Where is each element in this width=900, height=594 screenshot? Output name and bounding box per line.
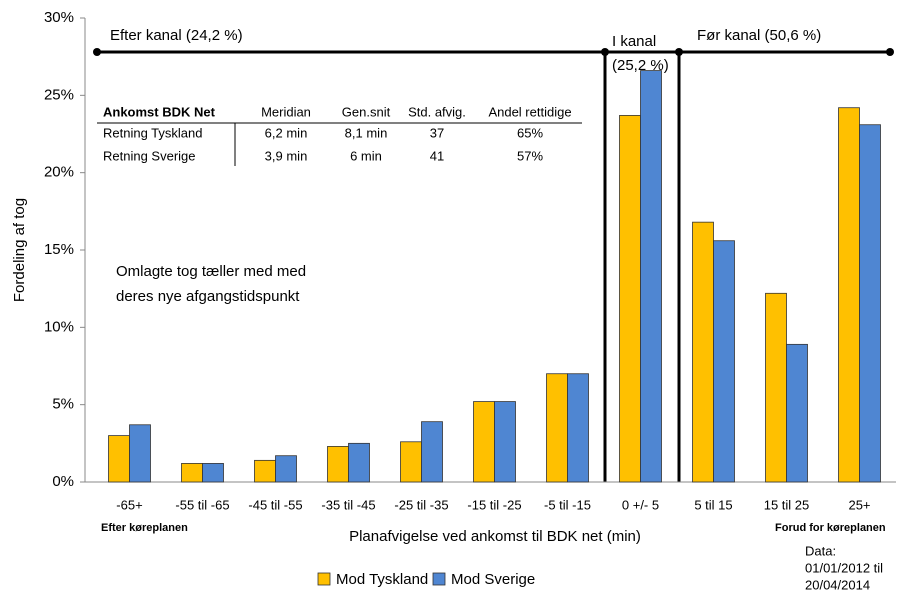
bar <box>713 240 735 483</box>
region-dot <box>886 48 894 56</box>
bar <box>275 455 297 483</box>
table-cell: 41 <box>430 148 444 163</box>
x-tick-label: -45 til -55 <box>248 497 302 512</box>
x-tick-label: 5 til 15 <box>694 497 732 512</box>
legend-swatch <box>317 572 331 586</box>
x-tick-label: -5 til -15 <box>544 497 591 512</box>
region-dot <box>93 48 101 56</box>
legend-label: Mod Tyskland <box>336 571 428 588</box>
bar <box>202 463 224 483</box>
table-header: Ankomst BDK Net <box>103 104 216 119</box>
y-tick-label: 10% <box>44 318 74 335</box>
bar <box>254 459 276 483</box>
y-axis-title: Fordeling af tog <box>11 198 28 302</box>
table-cell: Retning Sverige <box>103 148 196 163</box>
x-tick-label: -35 til -45 <box>321 497 375 512</box>
table-cell: 6 min <box>350 148 382 163</box>
table-header: Gen.snit <box>342 104 391 119</box>
y-tick-label: 25% <box>44 86 74 103</box>
bar <box>108 435 130 483</box>
bar <box>494 401 516 483</box>
bar <box>348 442 370 483</box>
region-label: Efter kanal (24,2 %) <box>110 27 243 44</box>
bar <box>859 124 881 483</box>
x-tick-label: -55 til -65 <box>175 497 229 512</box>
bar <box>421 421 443 483</box>
bar <box>327 446 349 483</box>
y-tick-label: 0% <box>52 473 74 490</box>
x-tick-label: 0 +/- 5 <box>622 497 659 512</box>
legend-swatch <box>432 572 446 586</box>
bar <box>765 292 787 483</box>
x-tick-label: 25+ <box>848 497 870 512</box>
x-left-label: Efter køreplanen <box>101 522 188 534</box>
region-label: Før kanal (50,6 %) <box>697 27 821 44</box>
table-cell: 57% <box>517 148 543 163</box>
bar <box>473 401 495 483</box>
note: deres nye afgangstidspunkt <box>116 288 300 305</box>
table-header: Andel rettidige <box>488 104 571 119</box>
region-label: I kanal <box>612 33 656 50</box>
note: Omlagte tog tæller med med <box>116 263 306 280</box>
table-header: Meridian <box>261 104 311 119</box>
data-note: 20/04/2014 <box>805 577 870 592</box>
y-tick-label: 5% <box>52 396 74 413</box>
bar <box>838 107 860 483</box>
y-tick-label: 20% <box>44 164 74 181</box>
table-cell: 6,2 min <box>265 125 308 140</box>
x-tick-label: -15 til -25 <box>467 497 521 512</box>
table-cell: 8,1 min <box>345 125 388 140</box>
x-axis-title: Planafvigelse ved ankomst til BDK net (m… <box>349 528 641 545</box>
bar <box>181 463 203 483</box>
bar <box>567 373 589 483</box>
y-tick-label: 15% <box>44 241 74 258</box>
table-cell: 3,9 min <box>265 148 308 163</box>
bar <box>546 373 568 483</box>
bar <box>400 441 422 483</box>
bar <box>692 221 714 483</box>
bar <box>640 70 662 483</box>
data-note: 01/01/2012 til <box>805 560 883 575</box>
table-cell: 37 <box>430 125 444 140</box>
x-tick-label: 15 til 25 <box>764 497 810 512</box>
x-tick-label: -65+ <box>116 497 142 512</box>
table-header: Std. afvig. <box>408 104 466 119</box>
data-note: Data: <box>805 543 836 558</box>
y-tick-label: 30% <box>44 9 74 26</box>
bar <box>786 343 808 483</box>
bar <box>619 115 641 483</box>
table-cell: 65% <box>517 125 543 140</box>
region-label: (25,2 %) <box>612 57 669 74</box>
x-right-label: Forud for køreplanen <box>775 522 886 534</box>
legend-label: Mod Sverige <box>451 571 535 588</box>
x-tick-label: -25 til -35 <box>394 497 448 512</box>
bar <box>129 424 151 483</box>
table-cell: Retning Tyskland <box>103 125 203 140</box>
